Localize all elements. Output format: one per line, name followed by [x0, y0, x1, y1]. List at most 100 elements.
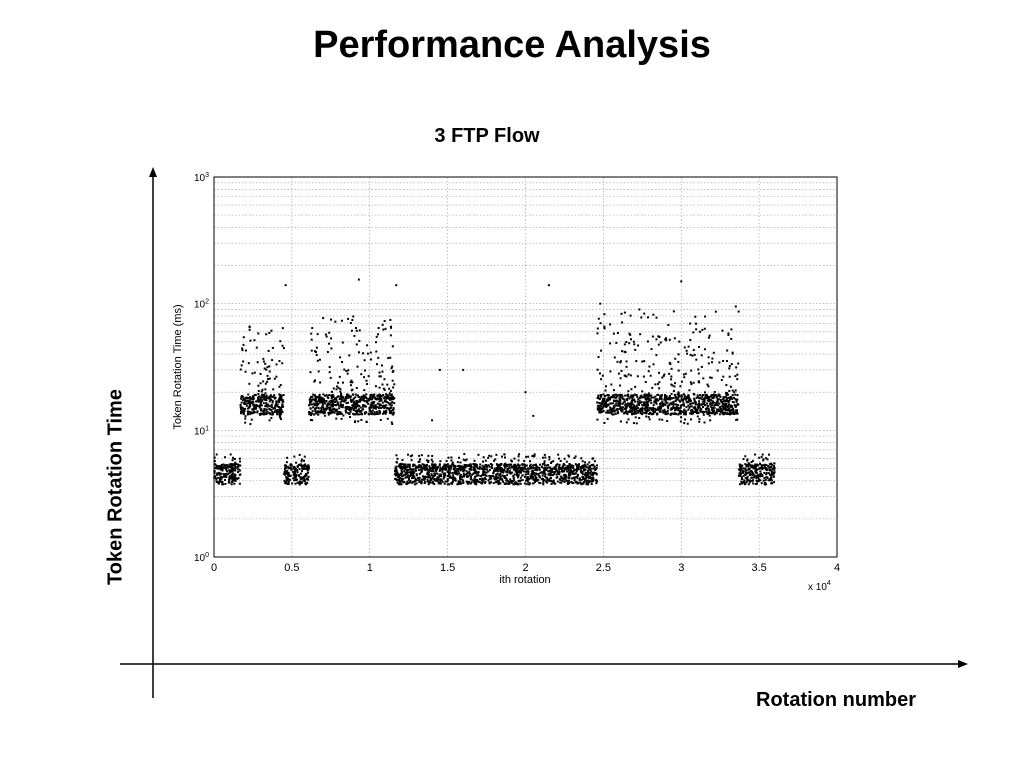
data-point [300, 458, 303, 461]
data-point [600, 349, 603, 352]
data-point [383, 399, 386, 402]
data-point [390, 421, 393, 424]
x-tick-label: 2 [522, 562, 528, 574]
data-point [539, 471, 542, 474]
data-point [315, 407, 318, 410]
data-point [440, 479, 443, 482]
data-point [426, 468, 429, 471]
data-point [346, 407, 349, 410]
data-point [618, 397, 621, 400]
data-point [616, 331, 619, 334]
data-point [396, 471, 399, 474]
data-point [670, 378, 673, 381]
data-point [373, 401, 376, 404]
data-point [590, 464, 593, 467]
data-point [357, 394, 360, 397]
data-point [552, 480, 555, 483]
data-point [630, 396, 633, 399]
data-point [295, 479, 298, 482]
data-point [582, 482, 585, 485]
data-point [530, 465, 533, 468]
data-point [725, 393, 728, 396]
data-point [604, 385, 607, 388]
data-point [269, 408, 272, 411]
data-point [644, 381, 647, 384]
data-point [563, 480, 566, 483]
data-point [689, 402, 692, 405]
data-point [521, 466, 524, 469]
data-point [543, 466, 546, 469]
data-point [373, 405, 376, 408]
data-point [341, 341, 344, 344]
data-point [600, 410, 603, 413]
data-point [436, 477, 439, 480]
data-point [237, 465, 240, 468]
data-point [708, 403, 711, 406]
data-point [617, 372, 620, 375]
data-point [443, 463, 446, 466]
data-point [510, 481, 513, 484]
data-point [351, 393, 354, 396]
data-point [499, 474, 502, 477]
data-point [332, 398, 335, 401]
data-point [400, 468, 403, 471]
data-point [659, 394, 662, 397]
data-point [265, 402, 268, 405]
data-point [552, 482, 555, 485]
data-point [623, 398, 626, 401]
data-point [447, 456, 450, 459]
data-point [527, 455, 530, 458]
data-point [632, 404, 635, 407]
data-point [741, 464, 744, 467]
data-point [541, 477, 544, 480]
data-point [353, 413, 356, 416]
data-point [731, 410, 734, 413]
data-point [350, 408, 353, 411]
data-point [725, 359, 728, 362]
y-tick-label: 101 [194, 425, 209, 437]
data-point [322, 406, 325, 409]
data-point [698, 394, 701, 397]
data-point [403, 464, 406, 467]
data-point [658, 405, 661, 408]
data-point [579, 465, 582, 468]
data-point [315, 410, 318, 413]
data-point [257, 392, 260, 395]
data-point [728, 365, 731, 368]
data-point [277, 400, 280, 403]
data-point [721, 329, 724, 332]
data-point [247, 411, 250, 414]
data-point [520, 471, 523, 474]
data-point [633, 400, 636, 403]
data-point [339, 388, 342, 391]
data-point [703, 421, 706, 424]
data-point [248, 406, 251, 409]
data-point [262, 411, 265, 414]
data-point [385, 393, 388, 396]
data-point [689, 381, 692, 384]
data-point [233, 469, 236, 472]
data-point [568, 471, 571, 474]
data-point [264, 392, 267, 395]
data-point [427, 461, 430, 464]
data-point [639, 401, 642, 404]
data-point [292, 473, 295, 476]
data-point [418, 472, 421, 475]
data-point [343, 400, 346, 403]
data-point [573, 456, 576, 459]
data-point [319, 381, 322, 384]
data-point [557, 468, 560, 471]
data-point [730, 328, 733, 331]
data-point [624, 403, 627, 406]
data-point [691, 354, 694, 357]
data-point [694, 408, 697, 411]
data-point [320, 409, 323, 412]
data-point [446, 463, 449, 466]
data-point [725, 392, 728, 395]
data-point [717, 410, 720, 413]
data-point [279, 340, 282, 343]
data-point [264, 398, 267, 401]
data-point [534, 478, 537, 481]
data-point [484, 481, 487, 484]
data-point [614, 396, 617, 399]
